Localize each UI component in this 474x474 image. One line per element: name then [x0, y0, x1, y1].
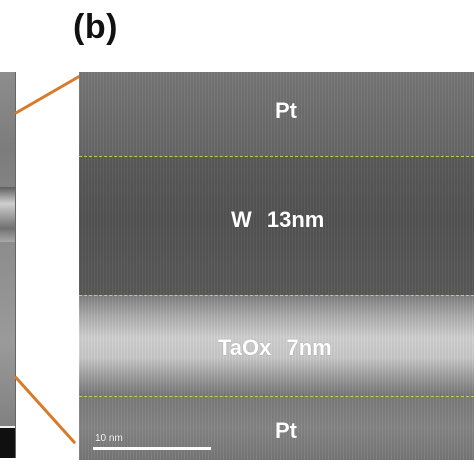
- scale-bar: [93, 447, 211, 450]
- pt-top-layer: [79, 72, 474, 156]
- left-inset-micrograph: [0, 72, 16, 458]
- interface-line-top: [79, 156, 474, 157]
- w-layer: [79, 156, 474, 295]
- pt-bottom-label: Pt: [275, 418, 297, 443]
- interface-line-bottom: [79, 396, 474, 397]
- zoom-connector-bottom: [13, 375, 77, 445]
- panel-label: (b): [73, 8, 118, 46]
- pt-top-label: Pt: [275, 98, 297, 123]
- w-thickness-label: W 13nm: [231, 207, 325, 232]
- scale-bar-label: 10 nm: [95, 433, 123, 444]
- taox-layer: [79, 295, 474, 396]
- cross-section-micrograph: Pt W 13nm TaOx 7nm Pt 10 nm: [79, 72, 474, 460]
- interface-line-middle: [79, 295, 474, 296]
- taox-thickness-label: TaOx 7nm: [218, 335, 332, 360]
- zoom-connector-top: [14, 74, 82, 115]
